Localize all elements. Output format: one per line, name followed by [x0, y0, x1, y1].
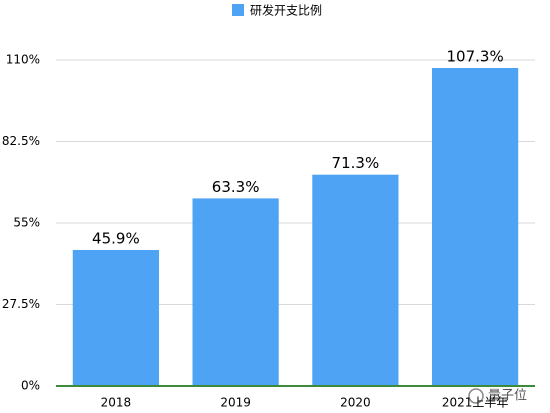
x-tick-label: 2018 — [101, 396, 132, 410]
bar — [312, 174, 399, 386]
legend-label: 研发开支比例 — [250, 3, 322, 18]
y-tick-label: 55% — [13, 216, 40, 230]
y-tick-label: 110% — [6, 53, 40, 67]
y-tick-label: 0% — [21, 379, 40, 393]
x-tick-label: 2021上半年 — [442, 396, 509, 410]
bar — [192, 198, 279, 386]
bar — [432, 68, 519, 386]
y-tick-label: 27.5% — [2, 297, 40, 311]
value-label: 45.9% — [92, 229, 140, 247]
watermark-icon — [468, 388, 484, 404]
value-label: 63.3% — [212, 178, 260, 196]
watermark-text: 量子位 — [488, 389, 527, 404]
value-label: 71.3% — [332, 154, 380, 172]
x-tick-label: 2019 — [220, 396, 251, 410]
watermark: 量子位 — [468, 388, 527, 404]
bar — [72, 249, 159, 386]
value-label: 107.3% — [447, 48, 504, 66]
x-tick-label: 2020 — [340, 396, 371, 410]
y-tick-label: 82.5% — [2, 134, 40, 148]
legend-swatch — [232, 4, 244, 16]
